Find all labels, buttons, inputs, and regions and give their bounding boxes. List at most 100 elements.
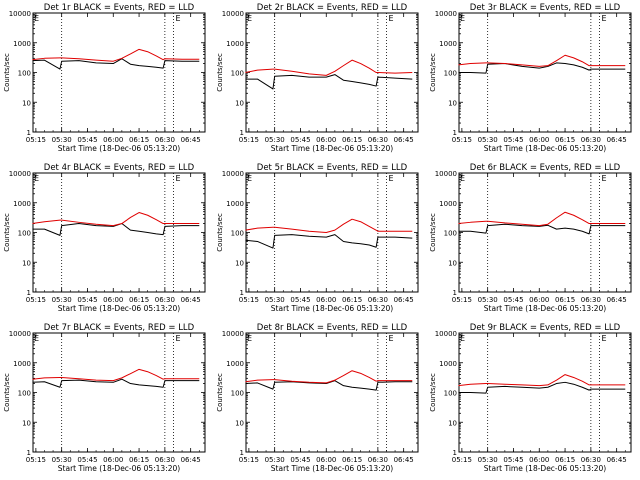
x-tick-label: 06:00 [529, 456, 549, 464]
y-tick-label: 1 [240, 289, 244, 297]
x-axis-label: Start Time (18-Dec-06 05:13:20) [58, 464, 180, 473]
y-tick-label: 1 [27, 289, 31, 297]
detector-panel: Det 5r BLACK = Events, RED = LLD 1 10 100 10… [213, 160, 426, 320]
y-tick-label: 1000 [439, 40, 457, 48]
x-tick-label: 05:45 [77, 456, 97, 464]
y-tick-label: 1000 [439, 360, 457, 368]
plot-frame [458, 12, 632, 133]
y-tick-label: 10000 [9, 10, 31, 18]
y-tick-label: 100 [18, 230, 31, 238]
y-tick-label: 10000 [435, 330, 457, 338]
x-tick-label: 06:45 [181, 296, 201, 304]
corner-mark: E [460, 174, 465, 183]
y-axis-label: Counts/sec [3, 213, 11, 252]
x-tick-label: 06:00 [103, 136, 123, 144]
events-series-line [32, 223, 200, 236]
y-tick-label: 10000 [222, 170, 244, 178]
corner-mark: E [247, 14, 252, 23]
y-tick-label: 10 [22, 99, 31, 107]
y-tick-label: 1000 [226, 360, 244, 368]
chart-svg: Det 5r BLACK = Events, RED = LLD 1 10 100 10… [216, 163, 419, 313]
chart-svg: Det 7r BLACK = Events, RED = LLD 1 10 100 10… [3, 323, 206, 473]
x-tick-label: 05:30 [478, 456, 498, 464]
x-tick-label: 06:30 [581, 296, 601, 304]
y-tick-label: 100 [444, 230, 457, 238]
corner-mark: E [388, 334, 393, 343]
x-tick-label: 05:45 [290, 456, 310, 464]
chart-title: Det 7r BLACK = Events, RED = LLD [44, 323, 195, 333]
chart-svg: Det 8r BLACK = Events, RED = LLD 1 10 100 10… [216, 323, 419, 473]
y-tick-label: 10000 [435, 170, 457, 178]
y-tick-label: 100 [231, 70, 244, 78]
lld-series-line [458, 211, 626, 227]
y-tick-label: 1000 [226, 200, 244, 208]
y-tick-label: 1000 [13, 360, 31, 368]
chart-svg: Det 4r BLACK = Events, RED = LLD 1 10 100 10… [3, 163, 206, 313]
x-tick-label: 06:45 [394, 136, 414, 144]
x-tick-label: 06:00 [316, 136, 336, 144]
y-tick-label: 1 [453, 289, 457, 297]
chart-svg: Det 9r BLACK = Events, RED = LLD 1 10 100 10… [429, 323, 632, 473]
x-tick-label: 06:00 [529, 296, 549, 304]
x-tick-label: 06:45 [394, 456, 414, 464]
plot-frame [32, 172, 206, 293]
x-tick-label: 05:15 [452, 456, 472, 464]
x-tick-label: 06:15 [555, 296, 575, 304]
corner-mark: E [460, 14, 465, 23]
y-tick-label: 10000 [222, 10, 244, 18]
corner-mark: E [34, 174, 39, 183]
y-tick-label: 1000 [13, 200, 31, 208]
y-tick-label: 1 [453, 449, 457, 457]
x-tick-label: 06:30 [155, 296, 175, 304]
x-tick-label: 06:30 [155, 456, 175, 464]
lld-series-line [458, 54, 626, 67]
x-tick-label: 06:15 [129, 136, 149, 144]
x-tick-label: 05:15 [26, 456, 46, 464]
x-tick-label: 05:15 [26, 296, 46, 304]
x-tick-label: 06:15 [342, 456, 362, 464]
y-tick-label: 10000 [222, 330, 244, 338]
y-axis-label: Counts/sec [216, 213, 224, 252]
x-tick-label: 06:30 [155, 136, 175, 144]
x-tick-label: 06:15 [342, 296, 362, 304]
detector-panel: Det 4r BLACK = Events, RED = LLD 1 10 100 10… [0, 160, 213, 320]
y-tick-label: 10 [448, 99, 457, 107]
y-tick-label: 100 [231, 390, 244, 398]
x-tick-label: 05:30 [52, 136, 72, 144]
x-tick-label: 06:15 [342, 136, 362, 144]
y-axis-label: Counts/sec [216, 53, 224, 92]
y-axis-label: Counts/sec [3, 373, 11, 412]
x-tick-label: 05:45 [503, 456, 523, 464]
x-tick-label: 05:30 [265, 136, 285, 144]
y-tick-label: 1 [240, 449, 244, 457]
corner-mark: E [247, 334, 252, 343]
y-tick-label: 1 [27, 129, 31, 137]
x-tick-label: 06:30 [368, 136, 388, 144]
lld-series-line [32, 368, 200, 382]
y-tick-label: 100 [18, 390, 31, 398]
y-tick-label: 10 [235, 259, 244, 267]
x-tick-label: 06:45 [607, 296, 627, 304]
x-axis-label: Start Time (18-Dec-06 05:13:20) [58, 304, 180, 313]
events-series-line [458, 223, 626, 235]
x-tick-label: 05:30 [52, 456, 72, 464]
y-axis-label: Counts/sec [429, 213, 437, 252]
plot-frame [458, 332, 632, 453]
y-tick-label: 10 [235, 419, 244, 427]
lld-series-line [32, 48, 200, 62]
chart-title: Det 2r BLACK = Events, RED = LLD [257, 3, 408, 13]
x-tick-label: 06:00 [316, 456, 336, 464]
x-tick-label: 05:15 [26, 136, 46, 144]
y-tick-label: 10000 [9, 330, 31, 338]
x-tick-label: 06:00 [529, 136, 549, 144]
events-series-line [458, 62, 626, 74]
x-tick-label: 05:30 [265, 456, 285, 464]
y-tick-label: 1000 [226, 40, 244, 48]
lld-series-line [245, 218, 413, 233]
corner-mark: E [34, 14, 39, 23]
chart-title: Det 6r BLACK = Events, RED = LLD [470, 163, 621, 173]
x-tick-label: 06:15 [555, 136, 575, 144]
detector-panel: Det 6r BLACK = Events, RED = LLD 1 10 100 10… [426, 160, 639, 320]
detector-panel: Det 7r BLACK = Events, RED = LLD 1 10 100 10… [0, 320, 213, 480]
